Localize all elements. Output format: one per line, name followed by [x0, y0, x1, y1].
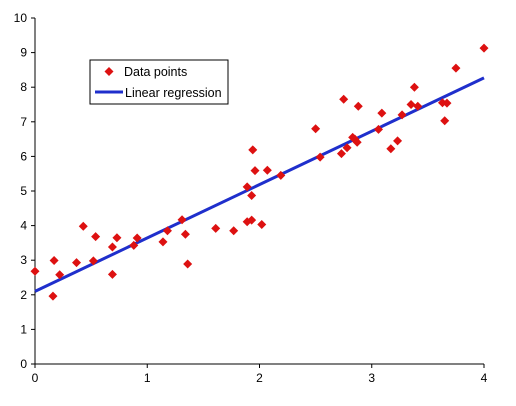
- y-tick-label: 10: [14, 11, 28, 25]
- data-point: [248, 145, 258, 155]
- data-point: [112, 233, 122, 243]
- x-tick-label: 3: [368, 371, 375, 385]
- data-point: [373, 124, 383, 134]
- y-tick-label: 2: [20, 288, 27, 302]
- x-tick-label: 0: [32, 371, 39, 385]
- data-point: [48, 291, 58, 301]
- data-point: [247, 190, 257, 200]
- data-point: [442, 98, 452, 108]
- data-point: [353, 101, 363, 111]
- legend: Data points Linear regression: [89, 59, 229, 105]
- data-point: [311, 124, 321, 134]
- data-point: [242, 182, 252, 192]
- data-point: [342, 143, 352, 153]
- data-point: [352, 137, 362, 147]
- data-point: [72, 258, 82, 268]
- data-point: [158, 237, 168, 247]
- x-tick-label: 1: [144, 371, 151, 385]
- x-tick-label: 4: [481, 371, 488, 385]
- data-point: [440, 116, 450, 126]
- data-point: [129, 240, 139, 250]
- data-point: [88, 256, 98, 266]
- y-tick-label: 9: [20, 46, 27, 60]
- legend-label-linear-regression: Linear regression: [125, 86, 222, 100]
- scatter-series: [30, 43, 489, 301]
- data-point: [30, 266, 40, 276]
- y-tick-label: 1: [20, 322, 27, 336]
- data-point: [49, 256, 59, 266]
- data-point: [177, 215, 187, 225]
- data-point: [211, 223, 221, 233]
- x-tick-label: 2: [256, 371, 263, 385]
- data-point: [162, 226, 172, 236]
- y-tick-label: 6: [20, 149, 27, 163]
- data-point: [229, 226, 239, 236]
- legend-label-data-points: Data points: [124, 65, 187, 79]
- data-point: [107, 269, 117, 279]
- data-point: [336, 149, 346, 159]
- data-point: [397, 110, 407, 120]
- y-tick-label: 7: [20, 115, 27, 129]
- data-point: [91, 232, 101, 242]
- data-point: [250, 166, 260, 176]
- regression-series: [34, 76, 485, 293]
- data-point: [132, 233, 142, 243]
- data-point: [315, 152, 325, 162]
- data-point: [78, 221, 88, 231]
- y-tick-label: 4: [20, 219, 27, 233]
- data-point: [257, 220, 267, 230]
- data-point: [393, 136, 403, 146]
- data-point: [377, 108, 387, 118]
- y-tick-label: 8: [20, 80, 27, 94]
- data-point: [262, 165, 272, 175]
- regression-line: [34, 76, 485, 293]
- data-point: [55, 270, 65, 280]
- data-point: [276, 170, 286, 180]
- data-point: [451, 63, 461, 73]
- y-tick-label: 3: [20, 253, 27, 267]
- data-point: [339, 94, 349, 104]
- x-axis-ticks: 0 1 2 3 4: [32, 364, 488, 385]
- data-point: [413, 101, 423, 111]
- data-point: [409, 82, 419, 92]
- data-point: [183, 259, 193, 269]
- data-point: [247, 215, 257, 225]
- y-axis-ticks: 0 1 2 3 4 5 6 7 8 9 10: [14, 11, 35, 371]
- legend-box: [89, 59, 229, 105]
- data-point: [406, 100, 416, 109]
- y-tick-label: 0: [20, 357, 27, 371]
- data-point: [386, 144, 396, 154]
- legend-diamond-marker: [104, 67, 114, 76]
- y-tick-label: 5: [20, 184, 27, 198]
- data-point: [479, 43, 489, 53]
- data-point: [180, 229, 190, 239]
- data-point: [107, 242, 117, 252]
